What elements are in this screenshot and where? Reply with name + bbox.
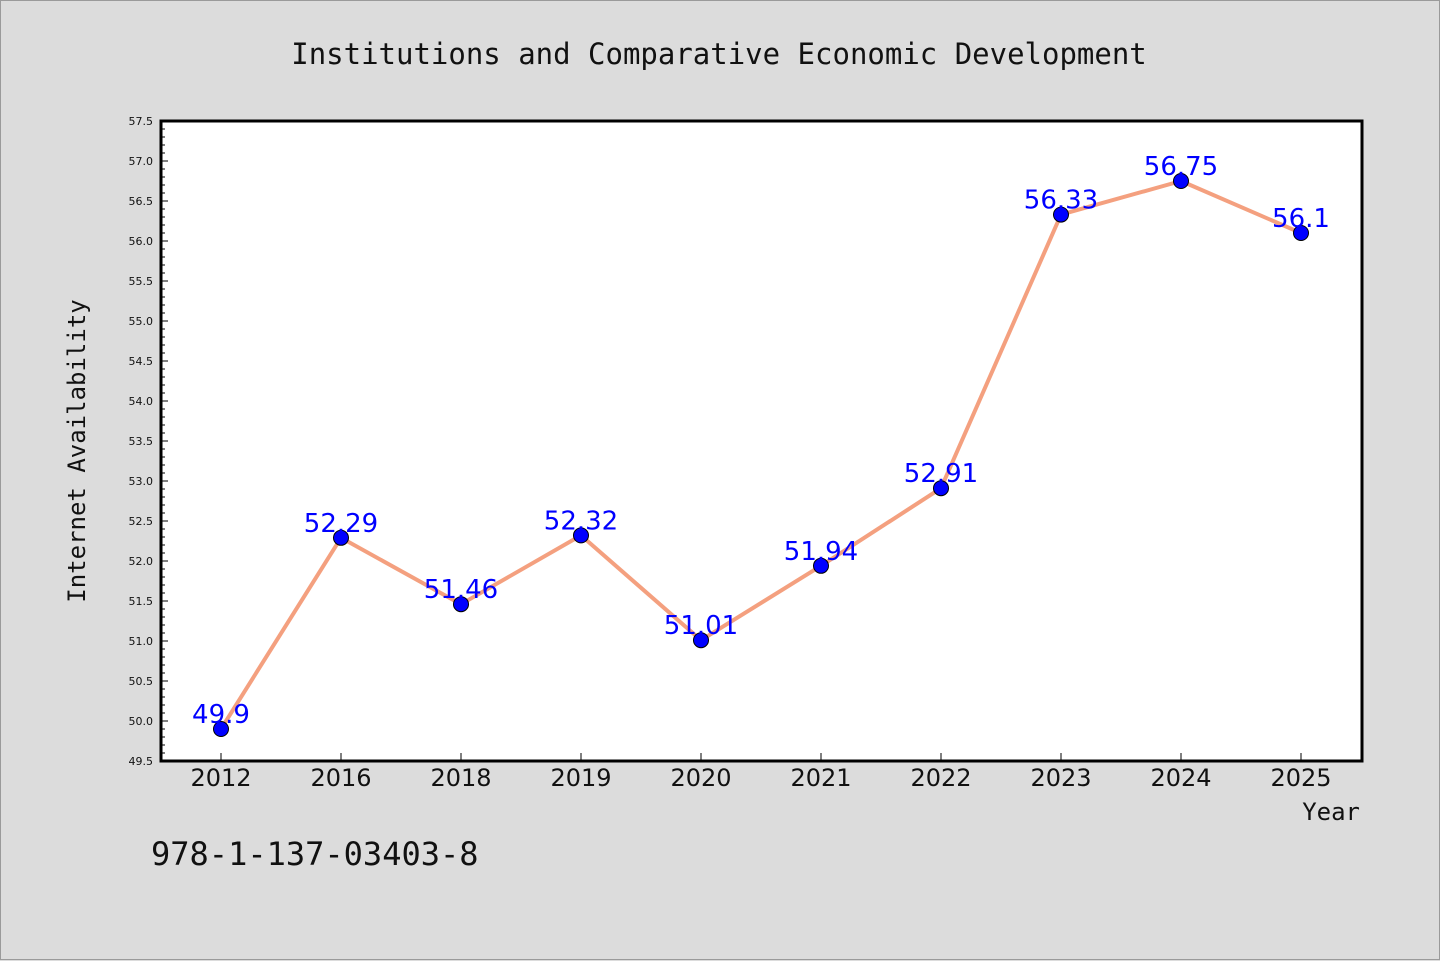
y-axis-label: Internet Availability <box>63 299 91 602</box>
y-tick-label: 56.5 <box>129 195 154 208</box>
y-tick-label: 50.0 <box>129 715 154 728</box>
y-tick-label: 57.5 <box>129 115 154 128</box>
data-label: 49.9 <box>192 700 250 730</box>
y-tick-label: 49.5 <box>129 755 154 768</box>
y-tick-label: 52.0 <box>129 555 154 568</box>
data-point <box>1053 206 1069 223</box>
y-tick-label: 50.5 <box>129 675 154 688</box>
y-tick-label: 55.0 <box>129 315 154 328</box>
data-label: 52.29 <box>304 509 378 539</box>
x-axis-ticks: 2012 2016 2018 2019 2020 2021 2022 2023 2024 2025 <box>190 753 1332 792</box>
y-tick-label: 51.5 <box>129 595 154 608</box>
y-tick-label: 55.5 <box>129 275 154 288</box>
data-point <box>1293 225 1309 241</box>
data-label-layer: 49.9 52.29 51.46 52.32 51.01 51.94 52.91 56.33 5… <box>192 152 1330 730</box>
data-point <box>933 480 949 497</box>
data-label: 56.33 <box>1024 186 1098 216</box>
x-axis-label: Year <box>1302 798 1360 826</box>
y-tick-label: 53.0 <box>129 475 154 488</box>
data-label: 51.94 <box>784 537 858 567</box>
y-tick-label: 51.0 <box>129 635 154 648</box>
y-axis-ticks: 49.5 50.0 50.5 51.0 51.5 52.0 52.5 53.0 53.5 54.0… <box>129 115 168 768</box>
x-tick-label: 2025 <box>1270 764 1331 792</box>
x-tick-label: 2019 <box>550 764 611 792</box>
x-tick-label: 2024 <box>1150 764 1211 792</box>
chart-title: Institutions and Comparative Economic De… <box>291 37 1147 71</box>
y-tick-label: 52.5 <box>129 515 154 528</box>
data-point <box>213 721 229 737</box>
y-tick-label: 56.0 <box>129 235 154 248</box>
data-label: 52.91 <box>904 459 978 489</box>
data-label: 56.75 <box>1144 152 1218 182</box>
x-tick-label: 2022 <box>910 764 971 792</box>
isbn-text: 978-1-137-03403-8 <box>151 835 479 873</box>
data-label: 51.01 <box>664 611 738 641</box>
data-point <box>333 529 349 546</box>
x-tick-label: 2021 <box>790 764 851 792</box>
data-label: 51.46 <box>424 575 498 605</box>
x-tick-label: 2023 <box>1030 764 1091 792</box>
x-tick-label: 2018 <box>430 764 491 792</box>
y-tick-label: 54.5 <box>129 355 154 368</box>
data-point <box>813 557 829 574</box>
y-tick-label: 54.0 <box>129 395 154 408</box>
series-line <box>219 179 1302 731</box>
data-label: 56.1 <box>1272 204 1330 234</box>
x-tick-label: 2012 <box>190 764 251 792</box>
data-label: 52.32 <box>544 506 618 536</box>
x-tick-label: 2020 <box>670 764 731 792</box>
series-layer <box>213 173 1309 737</box>
data-point <box>573 527 589 544</box>
y-tick-label: 53.5 <box>129 435 154 448</box>
x-tick-label: 2016 <box>310 764 371 792</box>
data-point <box>1173 173 1189 189</box>
data-point <box>453 596 469 613</box>
plot-area <box>159 119 1364 763</box>
data-point <box>693 632 709 649</box>
y-tick-label: 57.0 <box>129 155 154 168</box>
